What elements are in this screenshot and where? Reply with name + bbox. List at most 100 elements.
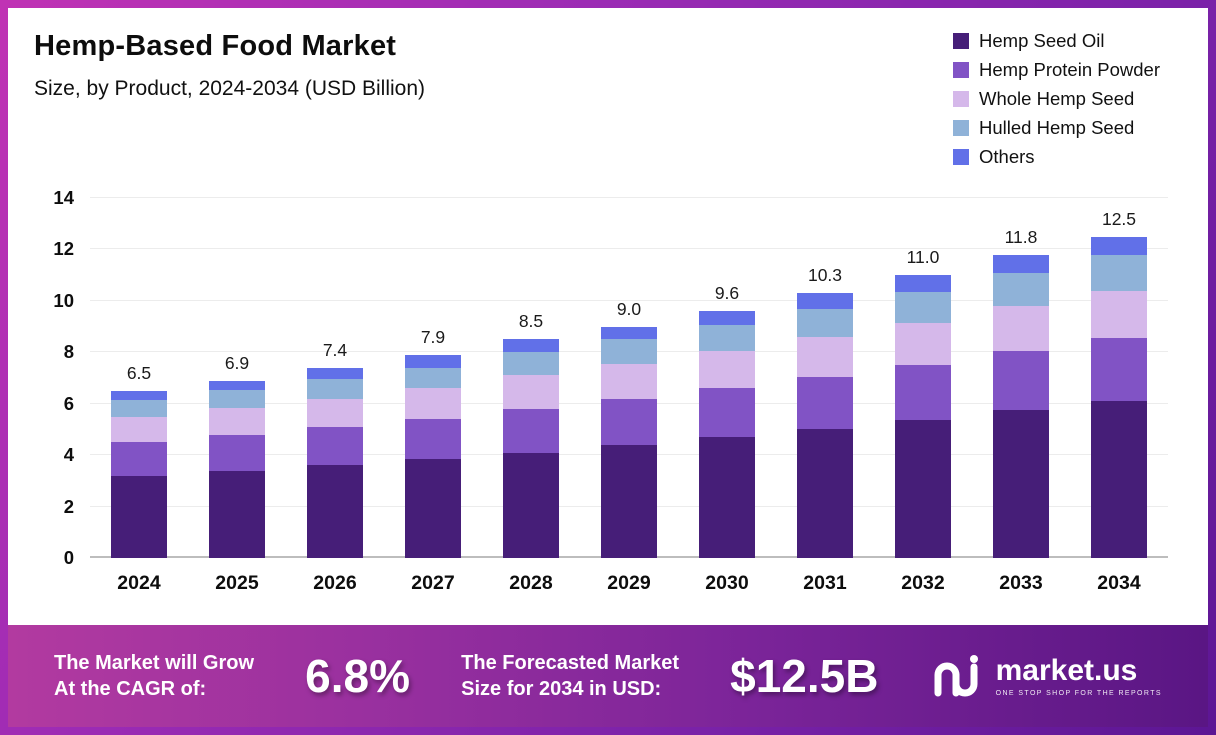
bar-segment-hulled-hemp-seed (111, 399, 167, 417)
bar-segment-hemp-seed-oil (307, 465, 363, 558)
bar-total-label: 6.9 (224, 352, 250, 373)
bar-segment-hemp-protein-powder (307, 426, 363, 466)
chart-subtitle: Size, by Product, 2024-2034 (USD Billion… (34, 77, 426, 100)
bar-segment-whole-hemp-seed (1091, 290, 1147, 339)
bar-group: 7.4 (286, 198, 384, 558)
y-tick-label: 10 (53, 289, 74, 311)
bar-segment-hemp-protein-powder (601, 398, 657, 445)
bar-segment-whole-hemp-seed (601, 363, 657, 399)
bar-stack (405, 354, 461, 558)
bar-segment-hemp-seed-oil (405, 459, 461, 558)
bar-segment-hulled-hemp-seed (993, 272, 1049, 307)
y-tick-label: 12 (53, 238, 74, 260)
bar-stack (895, 275, 951, 558)
bar-segment-hulled-hemp-seed (405, 367, 461, 389)
bar-segment-hemp-protein-powder (405, 419, 461, 460)
bar-segment-others (111, 390, 167, 400)
forecast-label-line1: The Forecasted Market (461, 652, 680, 674)
bar-segment-hemp-protein-powder (1091, 338, 1147, 402)
bar-stack (601, 326, 657, 558)
bar-group: 8.5 (482, 198, 580, 558)
legend-swatch (953, 33, 970, 49)
bar-segment-hulled-hemp-seed (699, 325, 755, 352)
bar-total-label: 9.6 (714, 283, 740, 304)
bar-group: 6.9 (188, 198, 286, 558)
bar-group: 11.0 (874, 198, 972, 558)
chart-title: Hemp-Based Food Market (34, 30, 397, 62)
bar-group: 7.9 (384, 198, 482, 558)
legend-item: Whole Hemp Seed (953, 88, 1160, 110)
brand-text: market.us ONE STOP SHOP FOR THE REPORTS (995, 653, 1162, 697)
bar-segment-hemp-seed-oil (209, 470, 265, 558)
bar-segment-hemp-seed-oil (895, 420, 951, 558)
bar-segment-hemp-seed-oil (699, 437, 755, 558)
bar-segment-hulled-hemp-seed (503, 352, 559, 376)
bar-segment-hemp-protein-powder (993, 351, 1049, 411)
x-tick-label: 2029 (607, 572, 651, 594)
y-tick-label: 4 (63, 444, 74, 466)
x-tick-label: 2026 (313, 572, 357, 594)
forecast-label: The Forecasted Market Size for 2034 in U… (461, 650, 679, 702)
bar-total-label: 6.5 (126, 362, 152, 383)
x-tick-label: 2025 (215, 572, 259, 594)
bar-total-label: 11.8 (1004, 226, 1038, 247)
bar-stack (797, 293, 853, 558)
bar-segment-hemp-seed-oil (111, 475, 167, 558)
legend-item: Hulled Hemp Seed (953, 117, 1160, 139)
bar-segment-others (307, 367, 363, 380)
bar-segment-hemp-seed-oil (503, 452, 559, 558)
bar-stack (699, 311, 755, 558)
chart-row: 0 2 4 6 8 10 12 14 6.5 6.9 7.4 7.9 8.5 9.0 9.6 10.3 11.… (28, 187, 1168, 568)
y-tick-label: 0 (63, 547, 74, 568)
legend-swatch (953, 91, 970, 107)
bar-stack (209, 380, 265, 558)
y-tick-label: 14 (53, 187, 74, 208)
bar-segment-hemp-protein-powder (111, 442, 167, 476)
bar-segment-whole-hemp-seed (307, 398, 363, 427)
bar-segment-hemp-protein-powder (797, 376, 853, 430)
bar-segment-others (797, 293, 853, 309)
legend-label: Hulled Hemp Seed (979, 117, 1135, 138)
bar-segment-others (1091, 236, 1147, 255)
legend-item: Others (953, 146, 1160, 168)
bar-segment-others (503, 339, 559, 353)
bar-group: 9.0 (580, 198, 678, 558)
gridline (90, 299, 1168, 301)
bar-total-label: 7.9 (420, 326, 446, 347)
bar-segment-others (405, 354, 461, 368)
bar-segment-whole-hemp-seed (699, 351, 755, 389)
x-tick-label: 2024 (117, 572, 161, 594)
bar-total-label: 12.5 (1101, 208, 1137, 229)
forecast-label-line2: Size for 2034 in USD: (461, 678, 662, 700)
bar-group: 6.5 (90, 198, 188, 558)
forecast-value: $12.5B (730, 650, 879, 702)
legend-item: Hemp Seed Oil (953, 30, 1160, 52)
bar-segment-hulled-hemp-seed (797, 308, 853, 337)
bar-segment-whole-hemp-seed (503, 375, 559, 409)
bar-segment-whole-hemp-seed (111, 416, 167, 443)
bar-group: 12.5 (1070, 198, 1168, 558)
x-tick-label: 2027 (411, 572, 455, 594)
bar-segment-hemp-protein-powder (699, 388, 755, 438)
brand-name: market.us (995, 653, 1138, 687)
legend-label: Hemp Protein Powder (979, 59, 1160, 80)
cagr-label-line2: At the CAGR of: (54, 678, 207, 700)
bar-segment-whole-hemp-seed (797, 336, 853, 377)
x-tick-label: 2031 (803, 572, 847, 594)
x-tick-label: 2034 (1097, 572, 1141, 594)
bar-total-label: 9.0 (616, 298, 642, 319)
bar-segment-whole-hemp-seed (405, 388, 461, 420)
bar-segment-whole-hemp-seed (209, 407, 265, 435)
bar-segment-others (993, 254, 1049, 273)
bar-stack (993, 254, 1049, 558)
gridline (90, 197, 1168, 198)
bar-group: 9.6 (678, 198, 776, 558)
y-tick-label: 2 (63, 495, 74, 517)
bar-stack (111, 390, 167, 558)
legend-label: Whole Hemp Seed (979, 88, 1135, 109)
x-tick-label: 2033 (999, 572, 1043, 594)
bar-segment-hemp-seed-oil (1091, 401, 1147, 558)
bars: 6.5 6.9 7.4 7.9 8.5 9.0 9.6 10.3 11.0 11.8 12.5 (90, 198, 1168, 558)
bar-segment-others (699, 311, 755, 326)
bar-segment-whole-hemp-seed (993, 306, 1049, 352)
